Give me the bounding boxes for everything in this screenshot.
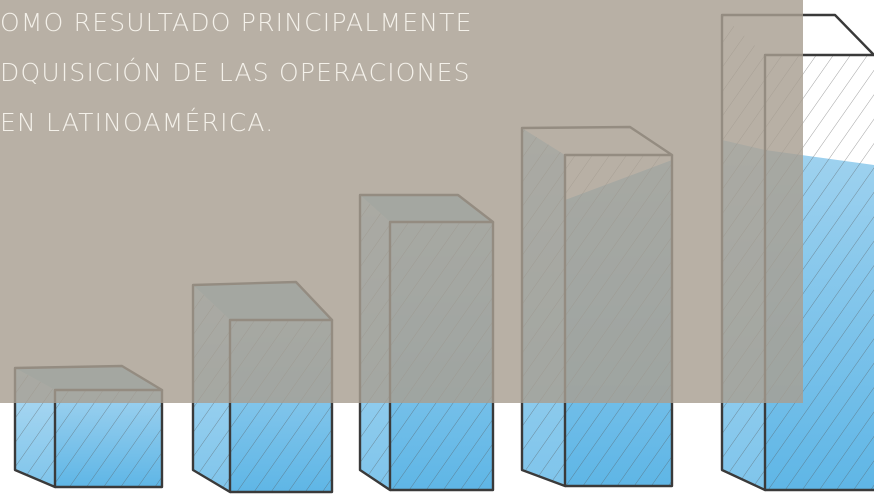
- text-line: OMO RESULTADO PRINCIPALMENTE: [0, 8, 473, 37]
- text-block: OMO RESULTADO PRINCIPALMENTE DQUISICIÓN …: [0, 8, 473, 137]
- text-line: EN LATINOAMÉRICA.: [0, 108, 274, 137]
- overlay-panel: [0, 0, 803, 403]
- text-line: DQUISICIÓN DE LAS OPERACIONES: [0, 57, 471, 87]
